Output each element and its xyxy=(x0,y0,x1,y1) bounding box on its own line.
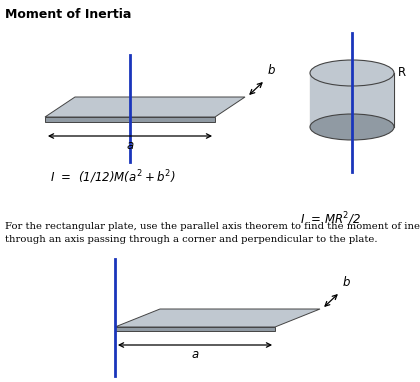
Polygon shape xyxy=(115,309,320,327)
Text: $a$: $a$ xyxy=(126,139,134,152)
Text: For the rectangular plate, use the parallel axis theorem to find the moment of i: For the rectangular plate, use the paral… xyxy=(5,222,420,243)
Ellipse shape xyxy=(310,114,394,140)
Polygon shape xyxy=(45,117,215,122)
Text: Moment of Inertia: Moment of Inertia xyxy=(5,8,131,21)
Polygon shape xyxy=(115,327,275,331)
Ellipse shape xyxy=(310,60,394,86)
Text: $a$: $a$ xyxy=(191,348,199,361)
Text: $b$: $b$ xyxy=(267,63,276,77)
Text: $I$  =  (1/12)M($a^2 + b^2$): $I$ = (1/12)M($a^2 + b^2$) xyxy=(50,168,176,186)
Polygon shape xyxy=(45,97,245,117)
Polygon shape xyxy=(310,73,394,127)
Text: $I$  = MR$^2$/2: $I$ = MR$^2$/2 xyxy=(300,210,361,228)
Text: R: R xyxy=(398,66,406,79)
Text: $b$: $b$ xyxy=(342,275,351,289)
